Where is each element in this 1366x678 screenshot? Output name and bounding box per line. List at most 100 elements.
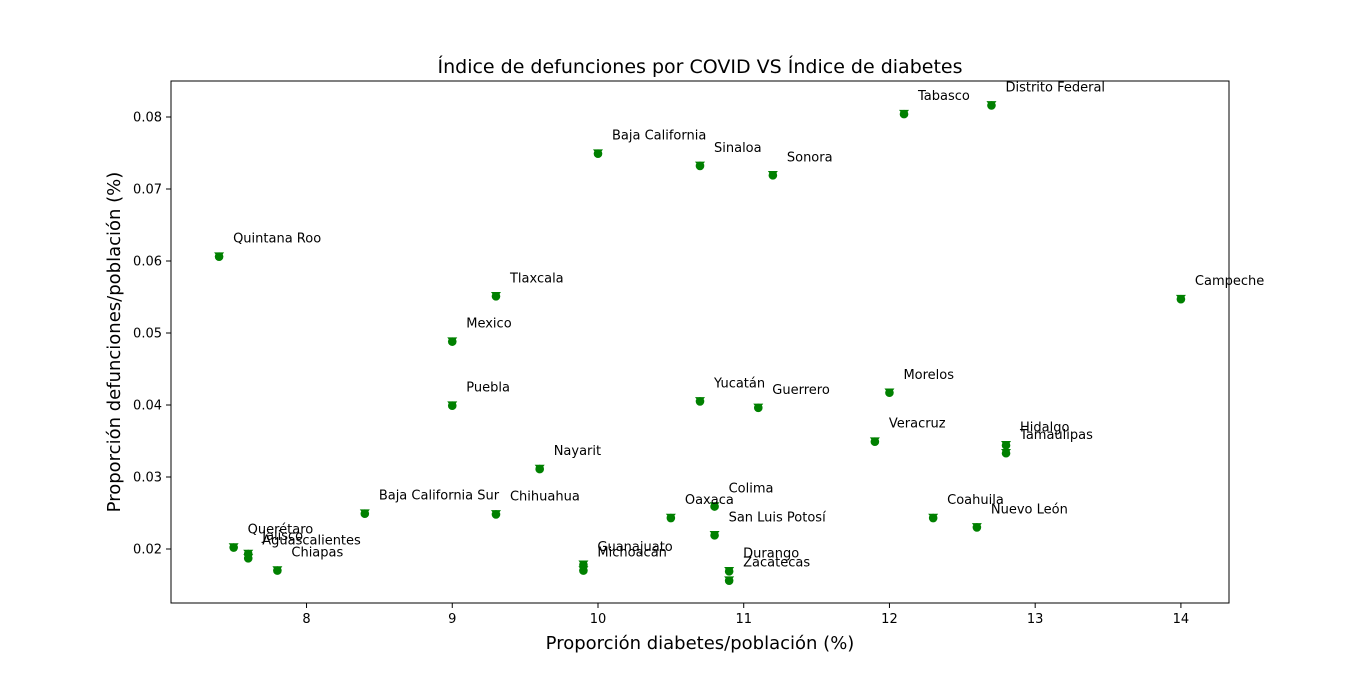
point-label: Baja California Sur	[379, 489, 500, 504]
data-point	[592, 149, 603, 159]
point-label: Aguascalientes	[262, 533, 361, 548]
point-marker-triangle	[899, 109, 910, 117]
data-point	[986, 101, 997, 110]
point-label: Puebla	[466, 381, 510, 396]
point-label: Quintana Roo	[233, 232, 321, 247]
chart-title: Índice de defunciones por COVID VS Índic…	[437, 55, 962, 78]
data-point	[753, 403, 764, 413]
data-point	[971, 523, 982, 532]
point-marker-triangle	[928, 513, 939, 521]
point-marker-triangle	[884, 388, 895, 396]
data-point	[490, 510, 501, 519]
data-point	[243, 554, 254, 563]
x-tick-label: 8	[302, 612, 310, 627]
point-marker-triangle	[228, 543, 239, 551]
data-point	[928, 513, 939, 523]
point-marker-triangle	[534, 464, 545, 472]
y-tick-label: 0.05	[133, 327, 162, 342]
x-tick-label: 10	[590, 612, 607, 627]
point-marker-triangle	[1175, 294, 1186, 302]
point-label: Oaxaca	[685, 493, 734, 508]
data-point	[447, 401, 458, 411]
data-points	[214, 101, 1186, 585]
point-label: Durango	[743, 546, 799, 561]
x-tick-label: 12	[881, 612, 898, 627]
y-axis-label: Proporción defunciones/población (%)	[104, 172, 125, 513]
point-marker-triangle	[767, 171, 778, 178]
point-marker-triangle	[447, 337, 458, 345]
point-label: Guanajuato	[597, 540, 672, 555]
point-label: Baja California	[612, 129, 706, 144]
data-point	[490, 291, 501, 301]
point-marker-triangle	[709, 531, 720, 538]
data-point	[767, 171, 778, 180]
point-label: Veracruz	[889, 417, 946, 432]
x-tick-label: 14	[1173, 612, 1190, 627]
data-point	[214, 252, 225, 261]
point-label: Jalisco	[261, 529, 303, 544]
point-label: Querétaro	[248, 523, 314, 538]
x-axis: 8 9 10 11 12 13 14	[302, 603, 1189, 627]
point-marker-triangle	[578, 566, 589, 574]
y-tick-label: 0.04	[133, 399, 162, 414]
data-point	[1001, 441, 1012, 450]
point-label: Chihuahua	[510, 489, 580, 504]
point-marker-triangle	[695, 161, 705, 169]
y-tick-label: 0.06	[133, 255, 162, 270]
point-label: Tlaxcala	[509, 271, 564, 286]
point-label: Distrito Federal	[1005, 80, 1105, 95]
y-tick-label: 0.07	[133, 183, 162, 198]
data-point	[447, 337, 458, 346]
data-point	[709, 531, 720, 540]
point-marker-triangle	[971, 523, 982, 530]
data-point	[724, 576, 735, 585]
data-point	[534, 464, 545, 474]
data-point	[1175, 294, 1186, 304]
point-marker-triangle	[695, 397, 705, 404]
point-marker-triangle	[986, 101, 997, 108]
y-tick-label: 0.08	[133, 111, 162, 126]
point-label: Mexico	[466, 317, 511, 332]
point-marker-triangle	[753, 403, 764, 411]
data-point	[665, 513, 676, 523]
point-marker-triangle	[243, 554, 254, 561]
point-marker-triangle	[214, 252, 225, 260]
y-axis: 0.02 0.03 0.04 0.05 0.06 0.07 0.08	[133, 111, 171, 558]
x-tick-label: 11	[735, 612, 752, 627]
point-marker-triangle	[724, 567, 735, 574]
point-label: Tamaulipas	[1019, 428, 1093, 443]
x-tick-label: 13	[1027, 612, 1044, 627]
y-tick-label: 0.03	[133, 471, 162, 486]
data-point	[695, 161, 705, 171]
data-point	[1001, 448, 1012, 458]
point-marker-triangle	[272, 566, 283, 574]
data-point	[228, 543, 239, 552]
data-point	[869, 437, 880, 447]
point-marker-triangle	[359, 509, 370, 517]
point-label: Sinaloa	[714, 141, 762, 156]
point-marker-triangle	[490, 510, 501, 517]
data-point	[272, 566, 283, 575]
point-marker-triangle	[243, 549, 254, 557]
point-marker-triangle	[1001, 441, 1012, 448]
x-tick-label: 9	[448, 612, 456, 627]
data-labels: Distrito Federal Tabasco Baja California Si…	[233, 80, 1264, 570]
point-label: Colima	[729, 482, 774, 497]
point-marker-triangle	[578, 560, 589, 568]
point-label: Nayarit	[554, 444, 601, 459]
point-label: Zacatecas	[743, 556, 810, 571]
point-label: Nuevo León	[991, 502, 1068, 517]
point-label: Coahuila	[947, 493, 1004, 508]
point-marker-triangle	[447, 401, 458, 409]
data-point	[695, 397, 705, 406]
point-label: Guerrero	[772, 383, 830, 398]
point-marker-triangle	[869, 437, 880, 445]
x-axis-label: Proporción diabetes/población (%)	[546, 633, 855, 654]
point-marker-triangle	[592, 149, 603, 157]
point-label: Campeche	[1195, 274, 1264, 289]
point-label: Hidalgo	[1020, 420, 1069, 435]
data-point	[709, 502, 720, 511]
data-point	[899, 109, 910, 119]
point-label: Tabasco	[917, 89, 970, 104]
